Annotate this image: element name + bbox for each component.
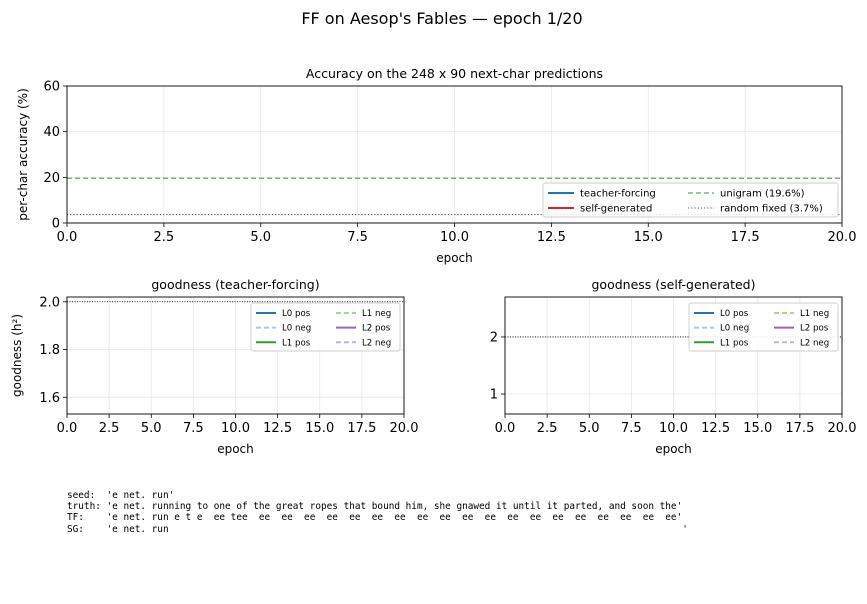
goodness-tf-xtick-label: 10.0 — [221, 421, 250, 436]
accuracy-title: Accuracy on the 248 x 90 next-char predi… — [306, 66, 603, 81]
accuracy-legend-label: teacher-forcing — [580, 189, 656, 200]
goodness-sg-title: goodness (self-generated) — [592, 277, 756, 292]
goodness-tf-xtick-label: 0.0 — [57, 421, 78, 436]
goodness-sg-xtick-label: 15.0 — [743, 421, 772, 436]
goodness-tf-xtick-label: 7.5 — [183, 421, 204, 436]
goodness-sg-xtick-label: 2.5 — [537, 421, 558, 436]
goodness-tf-xtick-label: 5.0 — [141, 421, 162, 436]
sample-tf-line: TF: 'e net. run e t e ee tee ee ee ee ee… — [67, 512, 683, 524]
sample-text-block: seed: 'e net. run' truth: 'e net. runnin… — [67, 490, 688, 535]
goodness-sg-xtick-label: 7.5 — [621, 421, 642, 436]
goodness-tf-xtick-label: 17.5 — [347, 421, 376, 436]
figure-title: FF on Aesop's Fables — epoch 1/20 — [301, 9, 582, 28]
goodness-tf-xlabel: epoch — [217, 442, 254, 456]
accuracy-xtick-label: 0.0 — [57, 230, 78, 245]
goodness-tf-legend-label: L2 pos — [362, 324, 391, 334]
goodness-tf-ytick-label: 2.0 — [39, 295, 60, 310]
accuracy-ytick-label: 60 — [43, 80, 60, 95]
accuracy-ytick-label: 40 — [43, 125, 60, 140]
goodness-sg-legend-label: L2 pos — [800, 324, 829, 334]
goodness-sg-legend-label: L1 neg — [800, 309, 829, 319]
goodness-sg-xtick-label: 5.0 — [579, 421, 600, 436]
goodness-teacher-forcing-chart: goodness (teacher-forcing) 0.0 2.5 5.0 7.5 10… — [10, 277, 418, 456]
accuracy-legend-label: unigram (19.6%) — [720, 189, 805, 200]
goodness-sg-frame — [504, 296, 843, 415]
accuracy-ytick-label: 0 — [52, 217, 60, 232]
accuracy-xtick-label: 2.5 — [154, 230, 175, 245]
accuracy-xtick-label: 20.0 — [828, 230, 857, 245]
accuracy-xtick-label: 5.0 — [250, 230, 271, 245]
goodness-tf-legend-label: L2 neg — [362, 338, 391, 348]
accuracy-xtick-label: 10.0 — [440, 230, 469, 245]
sample-seed-line: seed: 'e net. run' — [67, 490, 175, 501]
goodness-tf-legend-label: L0 pos — [282, 309, 311, 319]
goodness-tf-legend-label: L0 neg — [282, 324, 311, 334]
accuracy-ytick-label: 20 — [43, 171, 60, 186]
accuracy-xtick-label: 12.5 — [537, 230, 566, 245]
goodness-tf-ylabel: goodness (h²) — [10, 314, 24, 397]
accuracy-ylabel: per-char accuracy (%) — [16, 88, 30, 221]
goodness-tf-legend-label: L1 pos — [282, 338, 311, 348]
goodness-sg-xtick-label: 20.0 — [828, 421, 857, 436]
goodness-tf-xtick-label: 2.5 — [99, 421, 120, 436]
sample-truth-line: truth: 'e net. running to one of the gre… — [67, 501, 683, 513]
goodness-tf-xtick-label: 15.0 — [305, 421, 334, 436]
accuracy-xtick-label: 15.0 — [634, 230, 663, 245]
goodness-tf-xtick-label: 12.5 — [263, 421, 292, 436]
accuracy-chart: Accuracy on the 248 x 90 next-char predi… — [16, 66, 856, 265]
goodness-tf-xtick-label: 20.0 — [390, 421, 419, 436]
goodness-sg-ytick-label: 1 — [490, 388, 498, 403]
accuracy-legend-box — [542, 182, 839, 218]
goodness-sg-legend-label: L1 pos — [720, 338, 749, 348]
goodness-sg-legend-label: L2 neg — [800, 338, 829, 348]
goodness-tf-ytick-label: 1.8 — [39, 343, 60, 358]
goodness-sg-xtick-label: 10.0 — [659, 421, 688, 436]
goodness-sg-xtick-label: 17.5 — [785, 421, 814, 436]
goodness-tf-frame — [66, 296, 405, 415]
goodness-sg-legend-box — [688, 302, 839, 352]
goodness-self-generated-chart: goodness (self-generated) 0.0 2.5 5.0 7.5 10.… — [490, 277, 857, 456]
goodness-sg-xtick-label: 12.5 — [701, 421, 730, 436]
goodness-tf-ytick-label: 1.6 — [39, 391, 60, 406]
goodness-tf-legend-label: L1 neg — [362, 309, 391, 319]
accuracy-legend-label: self-generated — [580, 204, 652, 215]
goodness-sg-xlabel: epoch — [655, 442, 692, 456]
goodness-tf-legend-box — [250, 302, 401, 352]
accuracy-frame — [66, 85, 843, 224]
sample-sg-line: SG: 'e net. run ' — [67, 523, 688, 535]
goodness-sg-legend-label: L0 neg — [720, 324, 749, 334]
goodness-sg-legend-label: L0 pos — [720, 309, 749, 319]
accuracy-xtick-label: 7.5 — [347, 230, 368, 245]
accuracy-xlabel: epoch — [436, 251, 473, 265]
goodness-tf-title: goodness (teacher-forcing) — [151, 277, 319, 292]
accuracy-xtick-label: 17.5 — [731, 230, 760, 245]
goodness-sg-xtick-label: 0.0 — [495, 421, 516, 436]
accuracy-legend-label: random fixed (3.7%) — [720, 204, 823, 215]
goodness-sg-ytick-label: 2 — [490, 330, 498, 345]
